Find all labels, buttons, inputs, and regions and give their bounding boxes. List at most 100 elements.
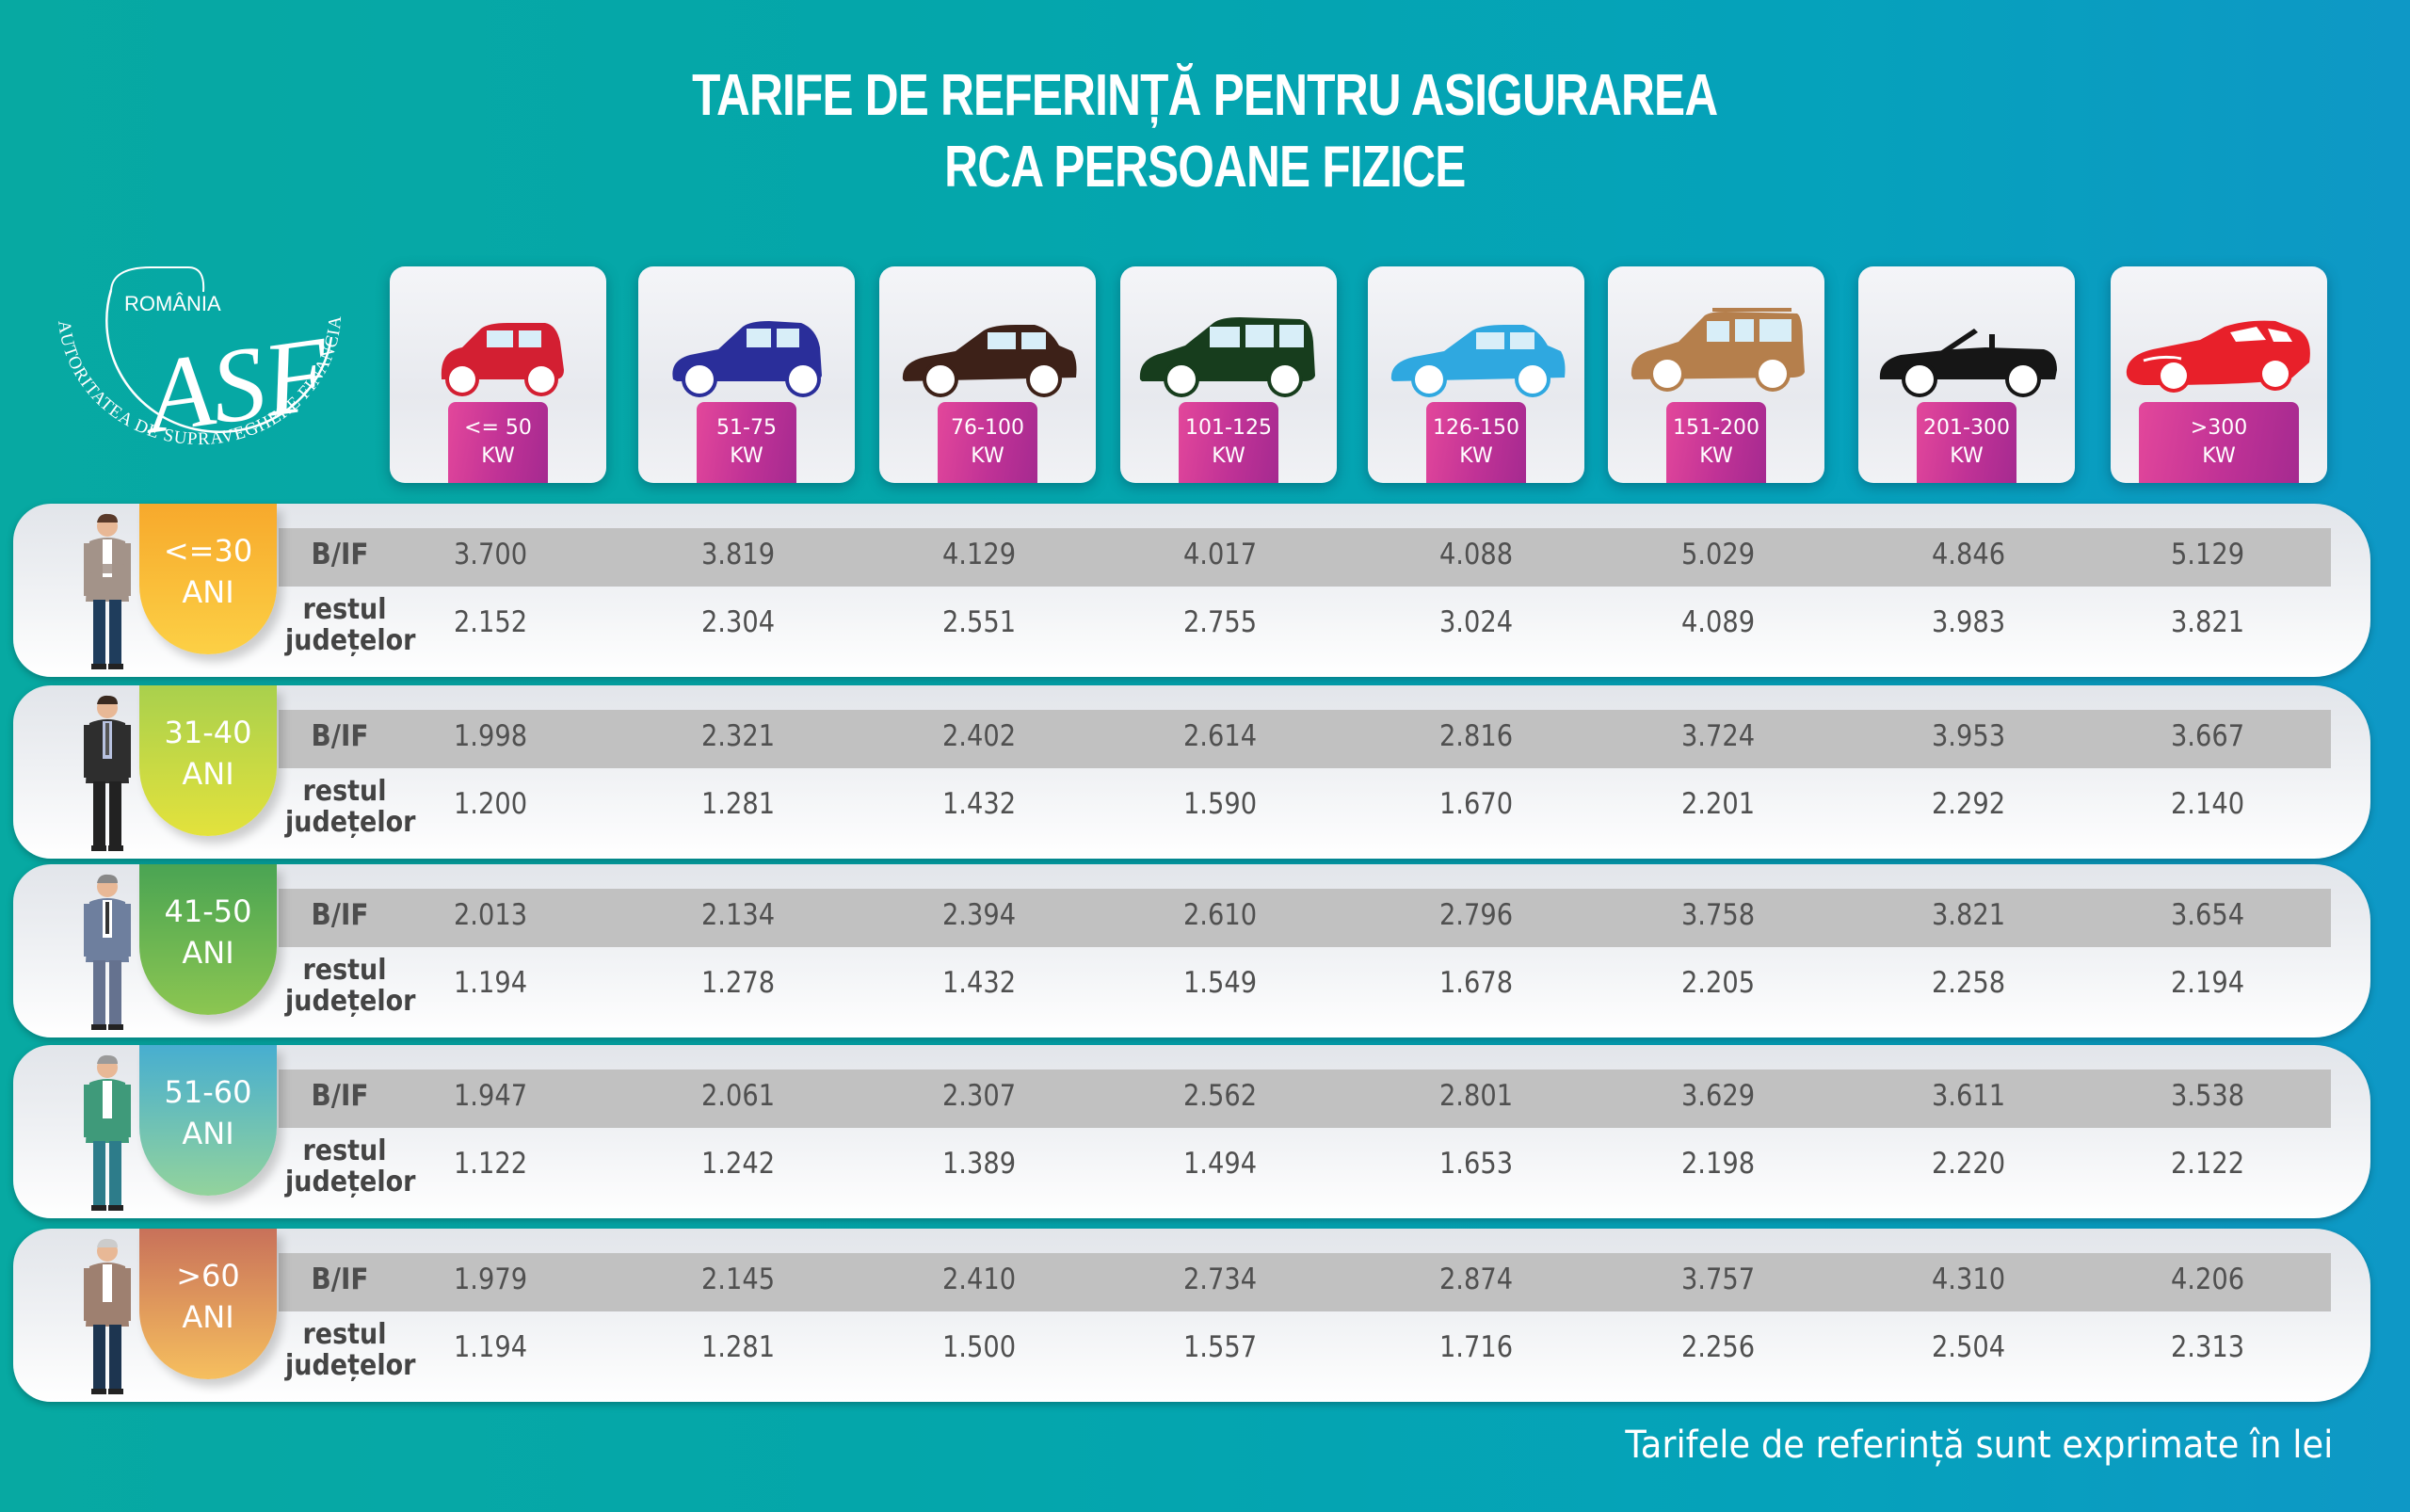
asf-logo: ROMÂNIA ASF AUTORITATEA DE SUPRAVEGHERE … (38, 254, 345, 457)
tariff-value-bif: 3.819 (700, 538, 776, 571)
sedan-icon (902, 325, 1077, 397)
tariff-value-bif: 4.129 (941, 538, 1017, 571)
tariff-value-rest: 1.278 (700, 966, 776, 1000)
tariff-value-rest: 1.432 (941, 787, 1017, 821)
tariff-value-bif: 3.629 (1680, 1079, 1756, 1113)
region-label-bif: B/IF (311, 1263, 369, 1296)
bif-row-band (279, 528, 2331, 587)
kw-range-badge: 151-200 KW (1666, 402, 1766, 483)
tariff-value-bif: 4.846 (1931, 538, 2006, 571)
tariff-value-bif: 2.816 (1438, 719, 1514, 753)
column-header-card: >300 KW (2111, 266, 2327, 483)
age-group-row: <=30 ANI B/IF restul județelor 3.700 3.81… (13, 504, 2370, 677)
tariff-value-bif: 3.757 (1680, 1263, 1756, 1296)
person-illustration-icon (84, 1238, 131, 1394)
age-range-label: 41-50 (164, 893, 252, 929)
region-label-rest: restul județelor (285, 1319, 415, 1381)
tariff-value-bif: 2.801 (1438, 1079, 1514, 1113)
region-label-bif: B/IF (311, 898, 369, 932)
footer-note: Tarifele de referință sunt exprimate în … (1625, 1424, 2333, 1467)
tariff-value-rest: 2.313 (2170, 1330, 2245, 1364)
region-label-bif: B/IF (311, 719, 369, 753)
suv-icon (1631, 308, 1805, 392)
kw-unit-label: KW (1950, 444, 1984, 468)
tariff-value-rest: 1.653 (1438, 1147, 1514, 1181)
kw-range-label: 151-200 (1673, 416, 1759, 440)
kw-unit-label: KW (971, 444, 1004, 468)
region-label-rest-line2: județelor (285, 624, 416, 657)
tariff-value-rest: 3.821 (2170, 605, 2245, 639)
tariff-value-bif: 2.562 (1182, 1079, 1258, 1113)
tariff-value-bif: 2.394 (941, 898, 1017, 932)
kw-unit-label: KW (481, 444, 515, 468)
person-illustration-icon (84, 1054, 131, 1211)
logo-romania-text: ROMÂNIA (124, 292, 221, 315)
tariff-value-rest: 1.281 (700, 1330, 776, 1364)
tariff-value-bif: 1.998 (453, 719, 528, 753)
tariff-value-rest: 2.755 (1182, 605, 1258, 639)
age-range-label: >60 (176, 1258, 240, 1294)
region-label-rest-line1: restul (302, 593, 387, 626)
kw-range-badge: 51-75 KW (697, 402, 796, 483)
tariff-value-bif: 3.724 (1680, 719, 1756, 753)
tariff-value-bif: 3.538 (2170, 1079, 2245, 1113)
tariff-value-rest: 3.983 (1931, 605, 2006, 639)
tariff-value-rest: 2.205 (1680, 966, 1756, 1000)
tariff-value-bif: 3.667 (2170, 719, 2245, 753)
region-label-rest-line2: județelor (285, 985, 416, 1018)
tariff-value-rest: 1.281 (700, 787, 776, 821)
age-group-row: 31-40 ANI B/IF restul județelor 1.998 2.3… (13, 685, 2370, 859)
page-title-line-2: RCA PERSOANE FIZICE (944, 135, 1466, 200)
tariff-value-rest: 1.549 (1182, 966, 1258, 1000)
age-unit-label: ANI (182, 935, 234, 971)
column-header-card: 151-200 KW (1608, 266, 1824, 483)
tariff-value-rest: 1.500 (941, 1330, 1017, 1364)
column-header-card: 51-75 KW (638, 266, 855, 483)
kw-unit-label: KW (1459, 444, 1493, 468)
tariff-value-rest: 2.194 (2170, 966, 2245, 1000)
kw-unit-label: KW (2202, 444, 2236, 468)
age-group-row: 51-60 ANI B/IF restul județelor 1.947 2.0… (13, 1045, 2370, 1218)
hatchback-icon (672, 321, 822, 397)
column-header-card: 101-125 KW (1120, 266, 1337, 483)
convertible-icon (1879, 329, 2057, 397)
sedan-icon (1390, 325, 1566, 397)
tariff-value-rest: 1.716 (1438, 1330, 1514, 1364)
age-group-ribbon: 41-50 ANI (139, 864, 277, 1015)
kw-range-label: 126-150 (1433, 416, 1519, 440)
region-label-rest-line1: restul (302, 775, 387, 808)
tariff-value-rest: 3.024 (1438, 605, 1514, 639)
kw-range-badge: >300 KW (2139, 402, 2299, 483)
tariff-value-rest: 2.140 (2170, 787, 2245, 821)
age-group-ribbon: 31-40 ANI (139, 685, 277, 836)
tariff-value-bif: 3.821 (1931, 898, 2006, 932)
kw-range-badge: 201-300 KW (1917, 402, 2016, 483)
age-unit-label: ANI (182, 574, 234, 610)
region-label-rest-line1: restul (302, 1134, 387, 1167)
sports-car-icon (2126, 320, 2310, 393)
tariff-value-bif: 2.410 (941, 1263, 1017, 1296)
region-label-rest: restul județelor (285, 593, 416, 657)
region-label-bif: B/IF (311, 1079, 369, 1113)
tariff-value-bif: 4.088 (1438, 538, 1514, 571)
tariff-value-rest: 2.122 (2170, 1147, 2245, 1181)
region-label-rest: restul județelor (285, 1134, 415, 1198)
tariff-value-bif: 2.145 (700, 1263, 776, 1296)
tariff-value-bif: 2.610 (1182, 898, 1258, 932)
kw-range-badge: <= 50 KW (448, 402, 548, 483)
bif-row-band (279, 1253, 2331, 1311)
tariff-value-rest: 1.122 (453, 1147, 528, 1181)
bif-row-band (279, 1070, 2331, 1128)
tariff-value-rest: 2.256 (1680, 1330, 1756, 1364)
person-illustration-icon (84, 513, 131, 669)
tariff-value-bif: 4.310 (1931, 1263, 2006, 1296)
tariff-value-rest: 2.201 (1680, 787, 1756, 821)
tariff-value-rest: 1.557 (1182, 1330, 1258, 1364)
region-label-rest: restul județelor (285, 775, 415, 838)
kw-range-badge: 126-150 KW (1426, 402, 1526, 483)
tariff-value-bif: 1.947 (453, 1079, 528, 1113)
bif-row-band (279, 710, 2331, 768)
kw-range-label: 76-100 (951, 416, 1024, 440)
tariff-value-rest: 1.242 (700, 1147, 776, 1181)
person-illustration-icon (84, 874, 131, 1030)
